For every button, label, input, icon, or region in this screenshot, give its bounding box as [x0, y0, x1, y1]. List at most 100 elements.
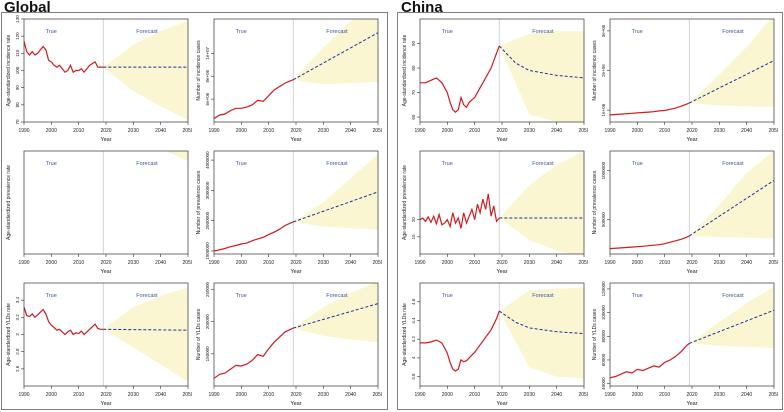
y-tick-label: 250000: [205, 281, 210, 297]
x-tick-label: 2010: [73, 260, 84, 266]
x-tick-label: 2030: [128, 128, 139, 134]
x-axis-label: Year: [100, 401, 111, 407]
y-tick-label: 1000000: [205, 242, 210, 260]
y-axis-label: Age-standardized incidence rate: [6, 34, 12, 106]
y-tick-label: 1000000: [601, 161, 606, 179]
forecast-line: [499, 310, 584, 335]
x-tick-label: 2000: [236, 128, 247, 134]
forecast-interval-band: [166, 151, 188, 162]
y-tick-label: 1e+07: [205, 47, 210, 60]
x-tick-label: 2010: [659, 128, 670, 134]
x-tick-label: 2030: [318, 128, 329, 134]
y-tick-label: 2000000: [205, 211, 210, 229]
x-tick-label: 2000: [632, 260, 643, 266]
history-line: [420, 310, 500, 372]
y-tick-label: 80: [411, 65, 416, 71]
forecast-interval-band: [499, 287, 584, 379]
chart-global-r1c1: 1990 2000 2010 2020 2030 2040 2050 70 80 90 100 110…: [6, 15, 192, 143]
x-tick-label: 2050: [768, 392, 778, 398]
true-label: True: [46, 293, 57, 299]
y-tick-label: 3e+06: [601, 24, 606, 37]
x-tick-label: 2010: [73, 128, 84, 134]
x-tick-label: 1990: [414, 260, 425, 266]
forecast-interval-band: [103, 287, 188, 382]
true-label: True: [632, 293, 643, 299]
x-tick-label: 2000: [442, 260, 453, 266]
forecast-label: Forecast: [532, 161, 554, 167]
chart-china-r3c1: 1990 2000 2010 2020 2030 2040 2050 3.8 4 4.2 4.4 4.…: [402, 282, 588, 407]
x-tick-label: 2040: [345, 260, 356, 266]
forecast-interval-band: [689, 19, 774, 107]
y-tick-label: 20: [411, 217, 416, 223]
history-line: [24, 306, 104, 336]
x-tick-label: 2040: [345, 128, 356, 134]
forecast-interval-band: [499, 31, 584, 122]
x-tick-label: 1990: [208, 128, 219, 134]
x-tick-label: 2050: [768, 260, 778, 266]
x-tick-label: 1990: [604, 392, 615, 398]
x-tick-label: 2010: [469, 128, 480, 134]
x-tick-label: 2000: [442, 128, 453, 134]
true-label: True: [442, 161, 453, 167]
x-tick-label: 2050: [182, 392, 192, 398]
forecast-line: [293, 32, 378, 81]
forecast-label: Forecast: [532, 293, 554, 299]
y-tick-label: 60: [411, 114, 416, 120]
x-tick-label: 1990: [604, 260, 615, 266]
y-axis-label: Number of incidence cases: [196, 40, 202, 101]
true-label: True: [236, 29, 247, 35]
chart-global-r2c2: 1990 2000 2010 2020 2030 2040 2050 1000000 20000…: [196, 150, 382, 275]
forecast-interval-band: [293, 154, 378, 230]
x-tick-label: 2030: [524, 392, 535, 398]
forecast-line: [103, 328, 188, 331]
y-tick-label: 6e+06: [205, 92, 210, 105]
x-axis-label: Year: [496, 401, 507, 407]
x-tick-label: 2030: [128, 392, 139, 398]
history-line: [420, 45, 500, 114]
x-tick-label: 2040: [155, 392, 166, 398]
x-tick-label: 2000: [46, 392, 57, 398]
y-tick-label: 100000: [601, 305, 606, 321]
x-tick-label: 2020: [686, 260, 697, 266]
forecast-label: Forecast: [722, 293, 744, 299]
chart-china-r2c1: 1990 2000 2010 2020 2030 2040 2050 15 20 Year Age-…: [402, 150, 588, 275]
y-tick-label: 90: [15, 85, 20, 91]
true-label: True: [632, 161, 643, 167]
x-tick-label: 2020: [496, 392, 507, 398]
y-tick-label: 120000: [601, 281, 606, 297]
x-axis-label: Year: [496, 137, 507, 143]
x-tick-label: 1990: [18, 392, 29, 398]
x-tick-label: 2000: [46, 128, 57, 134]
y-tick-label: 15: [411, 234, 416, 240]
y-tick-label: 100: [15, 66, 20, 74]
x-axis-label: Year: [290, 269, 301, 275]
x-tick-label: 2000: [632, 128, 643, 134]
y-tick-label: 3.4: [15, 297, 20, 304]
x-tick-label: 2040: [741, 128, 752, 134]
forecast-interval-band: [293, 19, 378, 85]
x-tick-label: 1990: [208, 392, 219, 398]
x-tick-label: 2040: [551, 260, 562, 266]
true-label: True: [632, 29, 643, 35]
x-tick-label: 2010: [469, 260, 480, 266]
y-tick-label: 90: [411, 41, 416, 47]
forecast-interval-band: [689, 286, 774, 349]
y-tick-label: 4: [411, 356, 416, 359]
x-tick-label: 2010: [73, 392, 84, 398]
x-tick-label: 2020: [100, 260, 111, 266]
forecast-label: Forecast: [532, 29, 554, 35]
y-tick-label: 40000: [601, 377, 606, 390]
x-tick-label: 2040: [155, 260, 166, 266]
y-tick-label: 120: [15, 32, 20, 40]
history-line: [214, 79, 294, 120]
x-tick-label: 2050: [372, 128, 382, 134]
x-axis-label: Year: [686, 137, 697, 143]
x-tick-label: 2030: [318, 392, 329, 398]
x-tick-label: 2000: [442, 392, 453, 398]
x-tick-label: 2050: [768, 128, 778, 134]
forecast-interval-band: [689, 151, 774, 239]
y-tick-label: 60000: [601, 353, 606, 366]
forecast-interval-band: [499, 151, 584, 254]
x-tick-label: 2030: [128, 260, 139, 266]
y-axis-label: Age-standardized YLDs rate: [402, 303, 408, 366]
